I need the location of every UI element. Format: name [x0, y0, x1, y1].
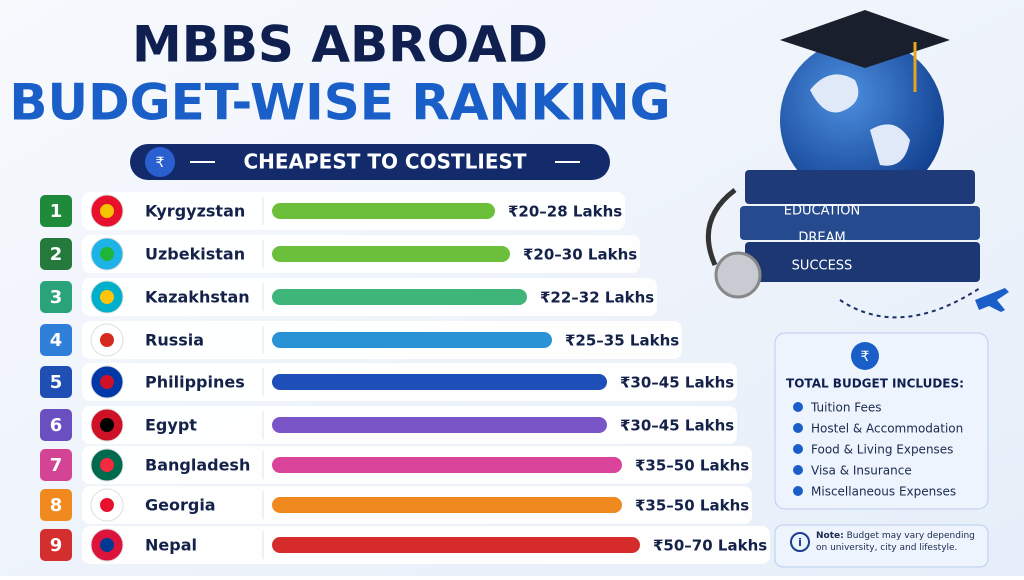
budget: ₹50–70 Lakhs	[653, 537, 767, 555]
rank-badge	[40, 366, 72, 398]
title-line2: BUDGET-WISE RANKING	[9, 74, 670, 132]
check-icon	[793, 465, 803, 475]
flag-emblem	[100, 458, 114, 472]
stethoscope	[705, 188, 737, 267]
budget: ₹35–50 Lakhs	[635, 457, 749, 475]
budget-title: TOTAL BUDGET INCLUDES:	[786, 377, 964, 391]
rank: 6	[50, 415, 63, 436]
budget: ₹22–32 Lakhs	[540, 289, 654, 307]
budget-bar	[272, 332, 552, 348]
rupee-glyph: ₹	[861, 349, 870, 365]
budget: ₹30–45 Lakhs	[620, 374, 734, 392]
illustration: EDUCATION DREAM SUCCESS	[705, 10, 1009, 319]
country: Georgia	[145, 496, 216, 515]
flag-emblem	[100, 418, 114, 432]
continents	[810, 74, 910, 166]
budget-item: Miscellaneous Expenses	[811, 485, 956, 499]
note-box	[774, 524, 989, 568]
country: Kyrgyzstan	[145, 202, 245, 221]
budget-bar	[272, 203, 495, 219]
flight-path	[839, 287, 981, 319]
budget-bar	[272, 289, 527, 305]
money-icon	[145, 147, 175, 177]
flag-emblem	[100, 204, 114, 218]
budget-bar	[272, 417, 607, 433]
rank: 8	[50, 495, 63, 516]
rank-badge	[40, 409, 72, 441]
flag-emblem	[100, 333, 114, 347]
book	[745, 242, 980, 282]
title-line1: MBBS ABROAD	[132, 16, 548, 74]
budget: ₹35–50 Lakhs	[635, 497, 749, 515]
budget-bar	[272, 497, 622, 513]
note: Note: Budget may vary depending on unive…	[816, 530, 984, 554]
check-icon	[793, 444, 803, 454]
book	[740, 206, 980, 240]
budget: ₹30–45 Lakhs	[620, 417, 734, 435]
budget-bar	[272, 457, 622, 473]
budget-box	[774, 332, 989, 510]
flag-emblem	[100, 375, 114, 389]
subtitle-pill	[130, 144, 610, 180]
globe	[780, 38, 944, 202]
rank-badge	[40, 529, 72, 561]
budget-item: Visa & Insurance	[811, 464, 912, 478]
note-body: Budget may vary depending on university,…	[816, 531, 975, 553]
subtitle: CHEAPEST TO COSTLIEST	[243, 150, 526, 174]
note-text: Note: Budget may vary depending on unive…	[816, 530, 984, 554]
country: Uzbekistan	[145, 245, 245, 264]
rank: 9	[50, 535, 63, 556]
rank-badge	[40, 324, 72, 356]
rank-badge	[40, 238, 72, 270]
info-glyph: i	[798, 536, 802, 549]
rank-badge	[40, 281, 72, 313]
budget-bar	[272, 374, 607, 390]
rank: 7	[50, 455, 63, 476]
check-icon	[793, 402, 803, 412]
country: Nepal	[145, 536, 197, 555]
book	[745, 170, 975, 204]
book-label: SUCCESS	[792, 259, 853, 274]
country: Egypt	[145, 416, 197, 435]
note-label: Note:	[816, 531, 844, 541]
rank: 5	[50, 372, 63, 393]
rupee-icon	[851, 342, 879, 370]
cap	[780, 10, 950, 68]
budget-item: Food & Living Expenses	[811, 443, 953, 457]
country: Philippines	[145, 373, 245, 392]
money-icon-glyph: ₹	[156, 155, 165, 171]
flag-emblem	[100, 247, 114, 261]
rank: 3	[50, 287, 63, 308]
rank: 2	[50, 244, 63, 265]
check-icon	[793, 423, 803, 433]
flag-emblem	[100, 498, 114, 512]
book-label: EDUCATION	[784, 204, 860, 219]
info-icon	[790, 532, 810, 552]
rank-badge	[40, 489, 72, 521]
budget: ₹20–28 Lakhs	[508, 203, 622, 221]
stethoscope-head	[714, 251, 762, 299]
rank-badge	[40, 449, 72, 481]
flag-emblem	[100, 290, 114, 304]
plane	[975, 288, 1009, 312]
country: Russia	[145, 331, 204, 350]
rank-badge	[40, 195, 72, 227]
budget-bar	[272, 537, 640, 553]
budget: ₹25–35 Lakhs	[565, 332, 679, 350]
country: Kazakhstan	[145, 288, 250, 307]
book-label: DREAM	[798, 231, 845, 246]
budget-bar	[272, 246, 510, 262]
rank: 1	[50, 201, 63, 222]
budget: ₹20–30 Lakhs	[523, 246, 637, 264]
rank: 4	[50, 330, 63, 351]
budget-item: Tuition Fees	[810, 401, 882, 415]
check-icon	[793, 486, 803, 496]
budget-item: Hostel & Accommodation	[811, 422, 963, 436]
country: Bangladesh	[145, 456, 250, 475]
flag-emblem	[100, 538, 114, 552]
